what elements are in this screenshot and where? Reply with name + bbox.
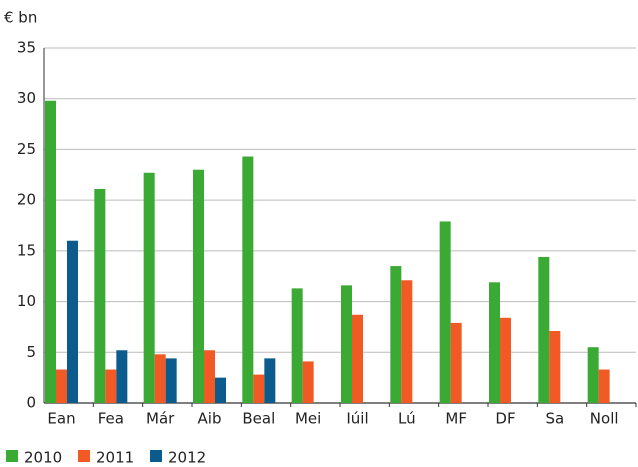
x-tick-label: Mei bbox=[295, 410, 321, 428]
x-tick-label: Már bbox=[146, 410, 175, 428]
bar bbox=[94, 188, 106, 403]
legend-label: 2012 bbox=[168, 449, 206, 467]
bar bbox=[264, 358, 276, 403]
bar bbox=[302, 361, 314, 403]
bar bbox=[500, 317, 511, 403]
y-tick-label: 15 bbox=[17, 241, 36, 259]
x-tick-label: DF bbox=[495, 410, 515, 428]
y-tick-label: 25 bbox=[17, 140, 36, 158]
bar bbox=[193, 169, 204, 403]
y-tick-label: 35 bbox=[17, 39, 36, 57]
bar bbox=[45, 100, 56, 403]
bar bbox=[204, 350, 215, 403]
legend-swatch bbox=[6, 450, 18, 462]
x-tick-label: Lú bbox=[398, 410, 416, 428]
bar bbox=[352, 314, 363, 403]
x-tick-label: Beal bbox=[242, 410, 275, 428]
bar bbox=[587, 347, 599, 403]
bar bbox=[401, 280, 413, 403]
x-tick-label: MF bbox=[445, 410, 467, 428]
bar bbox=[598, 369, 610, 403]
bar bbox=[154, 354, 166, 403]
bar bbox=[67, 240, 78, 403]
x-tick-label: Fea bbox=[98, 410, 124, 428]
y-tick-label: 20 bbox=[17, 191, 36, 209]
bar bbox=[439, 221, 451, 403]
bar bbox=[165, 358, 177, 403]
legend-label: 2011 bbox=[96, 449, 134, 467]
y-tick-label: 5 bbox=[26, 343, 36, 361]
x-tick-label: Aib bbox=[198, 410, 222, 428]
bar bbox=[341, 285, 352, 403]
legend-swatch bbox=[150, 450, 162, 462]
bar bbox=[253, 374, 265, 403]
y-tick-label: 0 bbox=[26, 394, 36, 412]
bar bbox=[538, 256, 550, 403]
bar bbox=[116, 350, 128, 403]
x-tick-label: Iúil bbox=[346, 410, 368, 428]
x-tick-label: Sa bbox=[545, 410, 564, 428]
x-tick-label: Noll bbox=[590, 410, 619, 428]
bar bbox=[242, 156, 254, 403]
x-tick-label: Ean bbox=[47, 410, 75, 428]
bar bbox=[143, 172, 155, 403]
bar bbox=[291, 288, 303, 403]
y-axis-label: € bn bbox=[4, 9, 37, 27]
bar bbox=[549, 330, 561, 403]
y-tick-label: 30 bbox=[17, 89, 36, 107]
bar bbox=[489, 282, 500, 403]
bar bbox=[215, 377, 226, 403]
bar bbox=[450, 322, 462, 403]
legend-swatch bbox=[78, 450, 90, 462]
bar bbox=[56, 369, 67, 403]
y-tick-label: 10 bbox=[17, 292, 36, 310]
bar bbox=[390, 266, 402, 403]
legend-label: 2010 bbox=[24, 449, 62, 467]
bar bbox=[105, 369, 117, 403]
